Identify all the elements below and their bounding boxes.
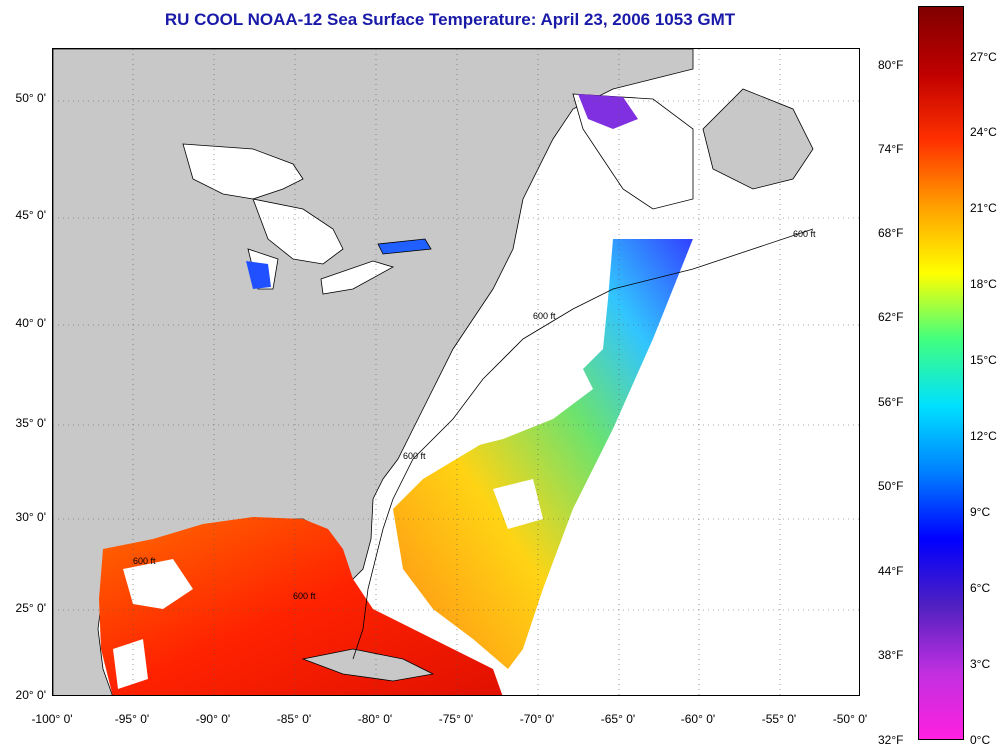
lat-label-30: 30° 0' (15, 510, 46, 524)
colorbar-c-label: 21°C (970, 201, 997, 215)
lake-erie (320, 260, 395, 295)
lon-label: -60° 0' (680, 712, 716, 726)
st-lawrence-sst (578, 94, 638, 129)
colorbar-c-label: 12°C (970, 429, 997, 443)
map-title: RU COOL NOAA-12 Sea Surface Temperature:… (164, 10, 736, 29)
lon-label: -80° 0' (357, 712, 393, 726)
colorbar-f-label: 32°F (878, 733, 904, 747)
atlantic-sst-swath (393, 239, 693, 669)
isobath-label: 600 ft (403, 451, 426, 461)
colorbar-f-label: 68°F (878, 226, 904, 240)
isobath-label: 600 ft (293, 591, 316, 601)
colorbar-c-label: 9°C (970, 505, 991, 519)
lake-ontario (377, 238, 432, 255)
isobath-label: 600 ft (133, 556, 156, 566)
colorbar-c-label: 15°C (970, 353, 997, 367)
lon-label: -85° 0' (276, 712, 312, 726)
colorbar-c-label: 27°C (970, 50, 997, 64)
land-newfoundland (702, 88, 814, 190)
gulf-of-mexico-sst (99, 517, 503, 695)
lat-label-25: 25° 0' (15, 601, 46, 615)
isobath-600ft (352, 228, 814, 660)
land-cuba (301, 648, 435, 682)
colorbar-c-label: 24°C (970, 125, 997, 139)
colorbar-c-label: 3°C (970, 657, 991, 671)
lon-label: -95° 0' (114, 712, 150, 726)
colorbar-f-label: 80°F (878, 58, 904, 72)
no-data-east (508, 239, 859, 695)
lat-label-20: 20° 0' (15, 688, 46, 702)
colorbar-f-label: 44°F (878, 564, 904, 578)
graticule (53, 49, 859, 695)
colorbar-c-label: 0°C (970, 733, 991, 747)
lon-label: -50° 0' (832, 712, 868, 726)
lat-label-50: 50° 0' (15, 91, 46, 105)
lake-michigan-sst (246, 261, 271, 289)
lon-label: -55° 0' (761, 712, 797, 726)
lon-label: -100° 0' (31, 712, 73, 726)
colorbar-f-label: 50°F (878, 479, 904, 493)
colorbar-f-label: 74°F (878, 142, 904, 156)
lon-label: -65° 0' (600, 712, 636, 726)
cloud-atlantic (453, 349, 593, 529)
lat-label-45: 45° 0' (15, 208, 46, 222)
colorbar-f-label: 56°F (878, 395, 904, 409)
isobath-label: 600 ft (533, 311, 556, 321)
temperature-colorbar (918, 6, 964, 740)
lat-label-40: 40° 0' (15, 316, 46, 330)
sst-map[interactable]: 600 ft 600 ft 600 ft 600 ft 600 ft (52, 48, 860, 696)
colorbar-f-label: 62°F (878, 310, 904, 324)
lon-label: -70° 0' (519, 712, 555, 726)
colorbar-f-label: 38°F (878, 648, 904, 662)
colorbar-c-label: 18°C (970, 277, 997, 291)
colorbar-c-label: 6°C (970, 581, 991, 595)
isobath-label: 600 ft (793, 229, 816, 239)
map-canvas: 600 ft 600 ft 600 ft 600 ft 600 ft (53, 49, 859, 695)
lon-label: -75° 0' (438, 712, 474, 726)
lat-label-35: 35° 0' (15, 416, 46, 430)
cloud-gulf (113, 559, 193, 689)
lon-label: -90° 0' (195, 712, 231, 726)
